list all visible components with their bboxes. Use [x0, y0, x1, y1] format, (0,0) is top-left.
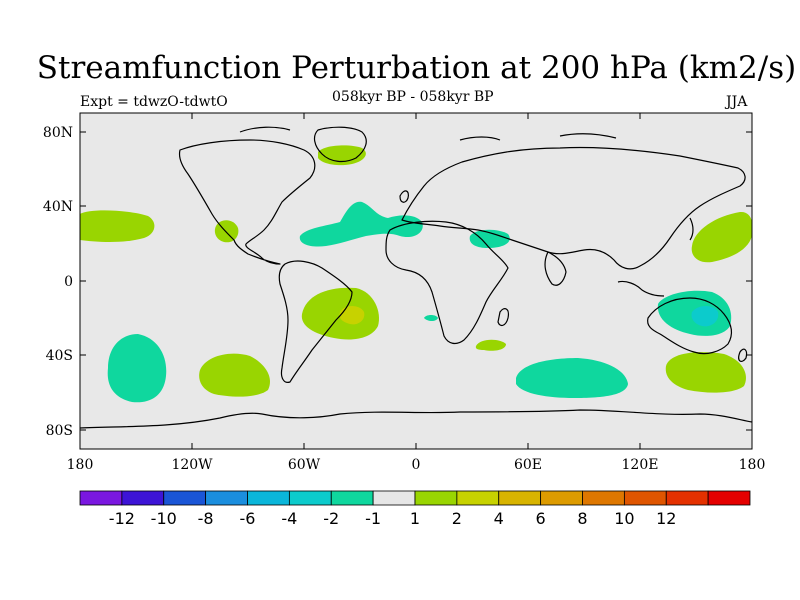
colorbar-swatch: [498, 490, 542, 506]
positive-anomaly-south-pacific: [199, 353, 270, 397]
map-background: [80, 113, 752, 449]
colorbar-label: -12: [109, 509, 135, 528]
season-label: JJA: [726, 94, 748, 110]
coastline-arctic-islands: [239, 126, 617, 141]
coastline-new-zealand: [738, 348, 748, 362]
lat-label-40n: 40N: [43, 199, 73, 215]
colorbar-label: -8: [198, 509, 214, 528]
lon-label-120w: 120W: [171, 457, 213, 473]
coastline-british-isles: [399, 190, 409, 203]
colorbar-label: 4: [494, 509, 504, 528]
anomaly-contours: [80, 145, 752, 403]
colorbar-swatch: [540, 490, 583, 506]
lon-label-60e: 60E: [514, 457, 542, 473]
coastlines: [80, 126, 752, 429]
colorbar-swatch: [205, 490, 248, 506]
colorbar-label: -4: [281, 509, 297, 528]
colorbar-label: -1: [365, 509, 381, 528]
colorbar-label: 10: [614, 509, 634, 528]
negative-anomaly-north-atlantic: [299, 201, 423, 247]
coastline-australia: [647, 297, 733, 355]
colorbar-swatch: [247, 490, 290, 506]
colorbar-swatch: [121, 490, 165, 506]
lon-label-180w: 180: [67, 457, 94, 473]
colorbar: -12 -10 -8 -6 -4 -2 -1 1 2 4 6 8 10 12: [79, 490, 751, 528]
colorbar-swatch: [582, 490, 625, 506]
coastline-india: [544, 251, 567, 286]
coastline-japan: [689, 217, 694, 241]
positive-anomaly-north-pacific-east: [80, 210, 155, 242]
colorbar-swatch: [707, 490, 751, 506]
positive-anomaly-arctic: [318, 145, 366, 166]
colorbar-swatch: [665, 490, 709, 506]
colorbar-label: 8: [577, 509, 587, 528]
positive-anomaly-south-indian: [475, 339, 506, 351]
colorbar-label: -2: [323, 509, 339, 528]
colorbar-swatch: [456, 490, 500, 506]
positive-anomaly-australia-south: [665, 352, 746, 393]
lon-label-120e: 120E: [622, 457, 659, 473]
colorbar-label: 6: [536, 509, 546, 528]
lat-label-40s: 40S: [46, 348, 73, 364]
colorbar-swatch: [372, 490, 416, 506]
lat-label-0: 0: [64, 274, 73, 290]
negative-anomaly-southern-indian: [516, 358, 628, 398]
colorbar-label: -10: [151, 509, 177, 528]
colorbar-label: -6: [240, 509, 256, 528]
experiment-label: Expt = tdwzO-tdwtO: [80, 94, 228, 110]
colorbar-swatch: [623, 490, 667, 506]
lon-label-180e: 180: [739, 457, 766, 473]
negative-anomaly-core: [691, 306, 719, 327]
coastline-greenland: [313, 126, 367, 163]
lat-tick-marks: [80, 113, 752, 449]
colorbar-label: 2: [452, 509, 462, 528]
colorbar-swatch: [163, 490, 207, 506]
coastline-north-america: [178, 139, 316, 265]
lon-label-0: 0: [412, 457, 421, 473]
negative-anomaly-east-pacific: [107, 334, 167, 403]
coastline-eurasia: [401, 146, 746, 270]
lat-label-80s: 80S: [46, 423, 73, 439]
positive-anomaly-core: [339, 306, 365, 325]
negative-anomaly-mediterranean: [469, 229, 510, 248]
negative-anomaly-central-atlantic: [424, 315, 438, 321]
positive-anomaly-north-pacific-west: [691, 211, 752, 263]
lon-label-60w: 60W: [288, 457, 321, 473]
colorbar-label: 1: [410, 509, 420, 528]
colorbar-swatch: [330, 490, 374, 506]
coastline-madagascar: [497, 308, 509, 327]
coastline-africa: [385, 220, 509, 345]
coastline-south-america: [278, 260, 353, 383]
colorbar-swatch: [414, 490, 458, 506]
colorbar-swatch: [288, 490, 332, 506]
coastline-maritime-asia: [617, 280, 665, 297]
plot-title: Streamfunction Perturbation at 200 hPa (…: [36, 50, 797, 86]
period-label: 058kyr BP - 058kyr BP: [332, 89, 494, 105]
colorbar-label: 12: [656, 509, 676, 528]
coastline-antarctica: [80, 409, 752, 429]
colorbar-swatch: [79, 490, 123, 506]
lat-label-80n: 80N: [43, 125, 73, 141]
